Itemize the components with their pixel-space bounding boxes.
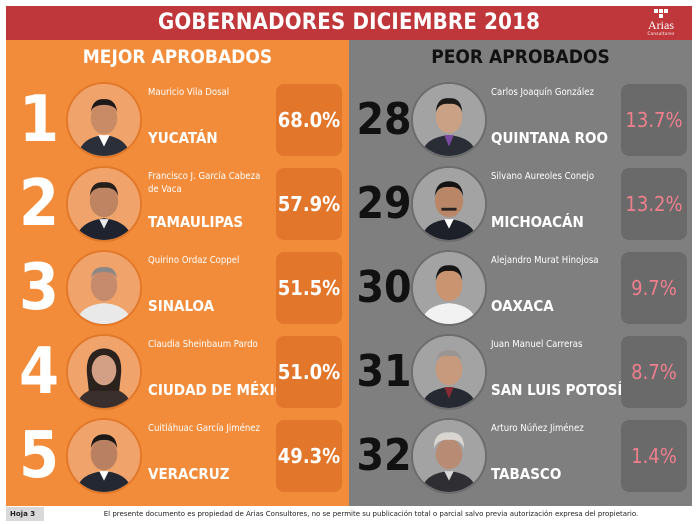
governor-photo [411,334,487,410]
governor-name: Juan Manuel Carreras [491,339,583,350]
best-row-2: 2 Francisco J. García Cabeza de Vaca TAM… [6,162,349,246]
page-header: GOBERNADORES DICIEMBRE 2018 Arias Consul… [6,6,692,40]
arias-logo: Arias Consultores [638,9,684,37]
logo-name: Arias [648,18,674,32]
approval-percentage: 1.4% [621,420,687,492]
governor-name: Carlos Joaquín González [491,87,594,98]
logo-mark-icon [654,9,668,19]
rank-number: 3 [18,251,60,325]
rank-number: 5 [18,419,60,493]
best-row-5: 5 Cuitláhuac García Jiménez VERACRUZ 49.… [6,414,349,498]
state-name: VERACRUZ [148,465,230,483]
state-name: SAN LUIS POTOSÍ [491,381,623,399]
rank-number: 1 [18,83,60,157]
rank-number: 29 [356,178,412,229]
best-row-3: 3 Quirino Ordaz Coppel SINALOA 51.5% [6,246,349,330]
approval-percentage: 8.7% [621,336,687,408]
state-name: QUINTANA ROO [491,129,608,147]
state-name: CIUDAD DE MÉXICO [148,381,297,399]
governor-photo [66,250,142,326]
worst-row-28: 28 Carlos Joaquín González QUINTANA ROO … [349,78,692,162]
approval-percentage: 13.2% [621,168,687,240]
governor-name: Francisco J. García Cabeza de Vaca [148,171,261,195]
rank-number: 32 [356,430,412,481]
approval-percentage: 49.3% [276,420,342,492]
governor-photo [66,166,142,242]
best-row-1: 1 Mauricio Vila Dosal YUCATÁN 68.0% [6,78,349,162]
logo-sub: Consultores [647,31,675,36]
worst-row-31: 31 Juan Manuel Carreras SAN LUIS POTOSÍ … [349,330,692,414]
best-row-4: 4 Claudia Sheinbaum Pardo CIUDAD DE MÉXI… [6,330,349,414]
state-name: SINALOA [148,297,215,315]
worst-approved-column: PEOR APROBADOS 28 Carlos Joaquín Gonzále… [349,40,692,506]
approval-percentage: 68.0% [276,84,342,156]
worst-row-32: 32 Arturo Núñez Jiménez TABASCO 1.4% [349,414,692,498]
governor-name: Alejandro Murat Hinojosa [491,255,599,266]
approval-percentage: 9.7% [621,252,687,324]
governor-photo [411,418,487,494]
governor-name: Mauricio Vila Dosal [148,87,230,98]
legal-notice: El presente documento es propiedad de Ar… [103,510,639,518]
page-number: Hoja 3 [6,507,44,521]
governor-photo [66,418,142,494]
governor-name: Quirino Ordaz Coppel [148,255,240,266]
best-approved-column: MEJOR APROBADOS 1 Mauricio Vila Dosal YU… [6,40,349,506]
page-footer: Hoja 3 El presente documento es propieda… [6,507,692,521]
governor-photo [66,334,142,410]
governor-name: Silvano Aureoles Conejo [491,171,595,182]
governor-photo [411,82,487,158]
governor-name: Claudia Sheinbaum Pardo [148,339,258,350]
state-name: YUCATÁN [148,129,218,147]
governor-name: Cuitláhuac García Jiménez [148,423,261,434]
state-name: TAMAULIPAS [148,213,244,231]
approval-percentage: 51.5% [276,252,342,324]
best-column-title: MEJOR APROBADOS [82,46,273,68]
rank-number: 2 [18,167,60,241]
rank-number: 31 [356,346,412,397]
approval-percentage: 13.7% [621,84,687,156]
rank-number: 30 [356,262,412,313]
rank-number: 28 [356,94,412,145]
worst-row-29: 29 Silvano Aureoles Conejo MICHOACÁN 13.… [349,162,692,246]
worst-row-30: 30 Alejandro Murat Hinojosa OAXACA 9.7% [349,246,692,330]
state-name: TABASCO [491,465,562,483]
worst-column-title: PEOR APROBADOS [431,46,610,68]
approval-percentage: 57.9% [276,168,342,240]
governor-photo [411,250,487,326]
governor-photo [411,166,487,242]
governor-photo [66,82,142,158]
rank-number: 4 [18,335,60,409]
page-title: GOBERNADORES DICIEMBRE 2018 [157,10,541,35]
state-name: MICHOACÁN [491,213,584,231]
governor-name: Arturo Núñez Jiménez [491,423,584,434]
state-name: OAXACA [491,297,554,315]
approval-percentage: 51.0% [276,336,342,408]
